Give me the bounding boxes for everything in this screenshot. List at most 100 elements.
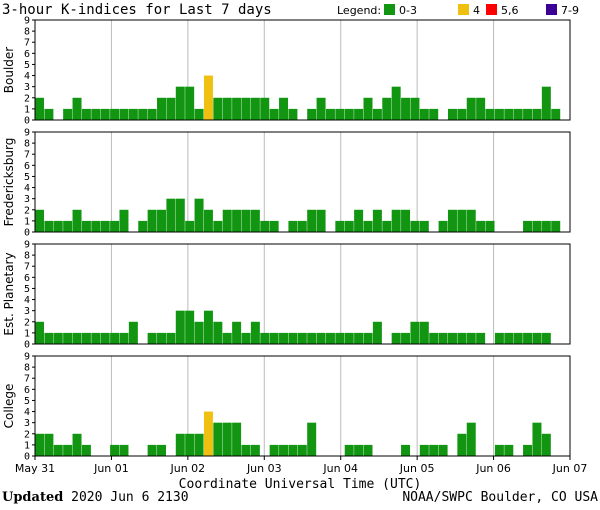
k-index-bar <box>138 220 148 232</box>
k-index-bar <box>63 444 73 456</box>
k-index-bar <box>288 444 298 456</box>
k-index-bar <box>128 321 138 344</box>
k-index-bar <box>466 332 476 344</box>
k-index-bar <box>269 444 279 456</box>
y-tick-label: 0 <box>24 452 30 463</box>
k-index-bar <box>419 108 429 120</box>
k-index-bar <box>494 444 504 456</box>
y-tick-label: 9 <box>24 352 30 363</box>
chart-title: 3-hour K-indices for Last 7 days <box>2 2 272 18</box>
k-index-bar <box>401 332 411 344</box>
panel-label: Boulder <box>2 47 16 94</box>
k-index-bar <box>81 220 91 232</box>
k-index-bar <box>35 433 44 456</box>
k-index-bar <box>203 75 213 120</box>
x-tick-label: Jun 05 <box>399 462 435 475</box>
k-index-bar <box>110 108 120 120</box>
k-index-bar <box>551 108 561 120</box>
k-index-bar <box>325 332 335 344</box>
x-tick-label: Jun 03 <box>246 462 282 475</box>
k-index-bar <box>363 220 373 232</box>
k-index-bar <box>466 209 476 232</box>
k-index-bar <box>494 108 504 120</box>
k-index-bar <box>504 108 514 120</box>
k-index-bar <box>307 332 317 344</box>
k-index-bar <box>438 332 448 344</box>
k-index-bar <box>523 108 533 120</box>
k-index-bar <box>532 220 542 232</box>
k-index-bar <box>166 332 176 344</box>
k-index-bar <box>372 209 382 232</box>
k-index-bar <box>316 97 326 120</box>
y-tick-label: 8 <box>24 251 30 262</box>
k-index-bar <box>401 209 411 232</box>
legend-label: Legend: <box>337 4 381 17</box>
k-index-bar <box>269 108 279 120</box>
k-index-bar <box>344 108 354 120</box>
k-index-bar <box>372 321 382 344</box>
k-index-bar <box>81 108 91 120</box>
y-tick-label: 5 <box>24 172 30 183</box>
panel-frame <box>34 355 571 457</box>
k-index-bar <box>363 332 373 344</box>
k-index-bar <box>175 86 185 120</box>
y-tick-label: 4 <box>24 407 30 418</box>
k-index-bar <box>166 97 176 120</box>
legend-item-label: 4 <box>473 4 480 17</box>
k-index-bar <box>419 444 429 456</box>
k-index-bar <box>419 321 429 344</box>
k-index-bar <box>35 97 44 120</box>
k-index-bar <box>382 97 392 120</box>
k-index-bar <box>232 209 242 232</box>
k-index-bar <box>401 444 411 456</box>
k-index-bar <box>72 332 82 344</box>
k-index-bar <box>72 209 82 232</box>
x-tick-label: Jun 01 <box>93 462 129 475</box>
k-index-bar <box>232 422 242 456</box>
y-tick-label: 3 <box>24 306 30 317</box>
k-index-bar <box>532 422 542 456</box>
k-index-bar <box>532 108 542 120</box>
y-tick-label: 1 <box>24 440 30 451</box>
k-index-bar <box>335 220 345 232</box>
k-index-bar <box>363 97 373 120</box>
k-index-bar <box>194 198 204 232</box>
k-index-bar <box>157 444 167 456</box>
k-index-bar <box>354 332 364 344</box>
panel-label: Est. Planetary <box>2 252 16 335</box>
k-index-bar <box>222 422 232 456</box>
k-index-bar <box>241 332 251 344</box>
k-index-bar <box>410 97 420 120</box>
k-index-bar <box>269 332 279 344</box>
y-tick-label: 0 <box>24 228 30 239</box>
k-index-bar <box>344 332 354 344</box>
k-index-bar <box>250 97 260 120</box>
k-index-bar <box>250 321 260 344</box>
k-index-bar <box>541 220 551 232</box>
k-index-bar <box>457 209 467 232</box>
k-index-bar <box>53 332 63 344</box>
k-index-bar <box>297 332 307 344</box>
k-index-bar <box>419 220 429 232</box>
panel-frame <box>34 243 571 345</box>
k-index-bar <box>476 220 486 232</box>
k-index-bar <box>213 321 223 344</box>
k-index-bar <box>63 108 73 120</box>
k-index-bar <box>354 108 364 120</box>
y-tick-label: 0 <box>24 116 30 127</box>
k-index-bar <box>166 198 176 232</box>
k-index-bar <box>203 310 213 344</box>
k-index-bar <box>401 97 411 120</box>
y-tick-label: 6 <box>24 49 30 60</box>
k-index-bar <box>447 332 457 344</box>
legend-swatch-purple <box>546 4 557 15</box>
k-index-bar <box>213 422 223 456</box>
data-source-credit: NOAA/SWPC Boulder, CO USA <box>402 490 598 505</box>
y-tick-label: 4 <box>24 71 30 82</box>
k-index-bar <box>185 220 195 232</box>
k-index-bar <box>241 97 251 120</box>
legend-swatch-yellow <box>458 4 469 15</box>
k-index-bar <box>316 332 326 344</box>
k-index-bar <box>513 108 523 120</box>
